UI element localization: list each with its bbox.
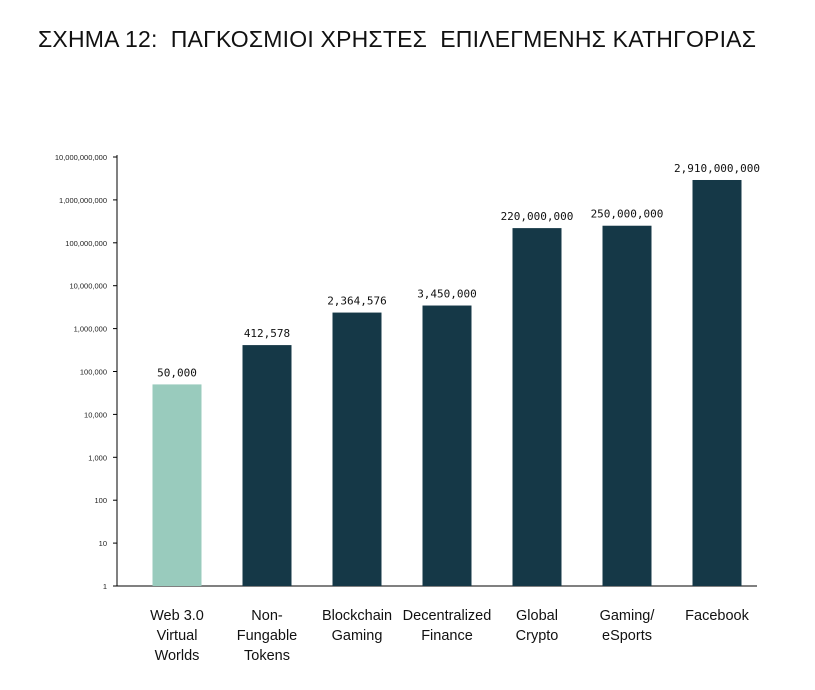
chart-title: ΣΧΗΜΑ 12: ΠΑΓΚΟΣΜΙΟΙ ΧΡΗΣΤΕΣ ΕΠΙΛΕΓΜΕΝΗΣ… (38, 26, 757, 52)
bar (512, 228, 562, 587)
data-label: 220,000,000 (501, 210, 574, 223)
x-category-label: Virtual (157, 628, 198, 644)
x-category-label: Global (516, 608, 558, 624)
x-category-label: eSports (602, 628, 652, 644)
y-tick-label: 100,000,000 (65, 239, 107, 248)
y-tick-label: 100,000 (80, 368, 107, 377)
data-label: 250,000,000 (591, 208, 664, 221)
bar (692, 179, 742, 586)
y-tick-label: 10,000 (84, 410, 107, 419)
data-label: 412,578 (244, 327, 290, 340)
x-category-label: Web 3.0 (150, 608, 204, 624)
data-labels: 50,000 412,578 2,364,576 3,450,000 220,000,0… (157, 162, 760, 379)
data-label: 50,000 (157, 366, 197, 379)
y-axis-ticks: 1 10 100 1,000 10,000 100,000 1,000,000 10,000,… (55, 153, 117, 591)
bar (242, 345, 292, 586)
x-category-label: Non- (251, 608, 283, 624)
y-tick-label: 1,000,000 (74, 325, 107, 334)
bar (602, 225, 652, 586)
y-tick-label: 10 (99, 539, 107, 548)
bar (332, 312, 382, 586)
bar (152, 384, 202, 586)
x-axis-labels: Web 3.0 Virtual Worlds Non- Fungable Tokens Bl… (150, 608, 749, 664)
x-category-label: Finance (421, 628, 473, 644)
x-category-label: Decentralized (403, 608, 492, 624)
y-tick-label: 10,000,000 (69, 282, 107, 291)
y-tick-label: 10,000,000,000 (55, 153, 107, 162)
x-category-label: Facebook (685, 608, 749, 624)
bar (422, 305, 472, 586)
y-tick-label: 1,000 (88, 453, 107, 462)
x-category-label: Tokens (244, 648, 290, 664)
y-tick-label: 100 (94, 496, 107, 505)
data-label: 2,364,576 (327, 295, 387, 308)
y-tick-label: 1,000,000,000 (59, 196, 107, 205)
y-tick-label: 1 (103, 582, 107, 591)
bars (152, 179, 742, 587)
x-category-label: Blockchain (322, 608, 392, 624)
data-label: 3,450,000 (417, 288, 477, 301)
x-category-label: Crypto (516, 628, 559, 644)
x-category-label: Gaming/ (600, 608, 656, 624)
x-category-label: Worlds (155, 648, 200, 664)
x-category-label: Fungable (237, 628, 297, 644)
data-label: 2,910,000,000 (674, 162, 760, 175)
x-category-label: Gaming (332, 628, 383, 644)
